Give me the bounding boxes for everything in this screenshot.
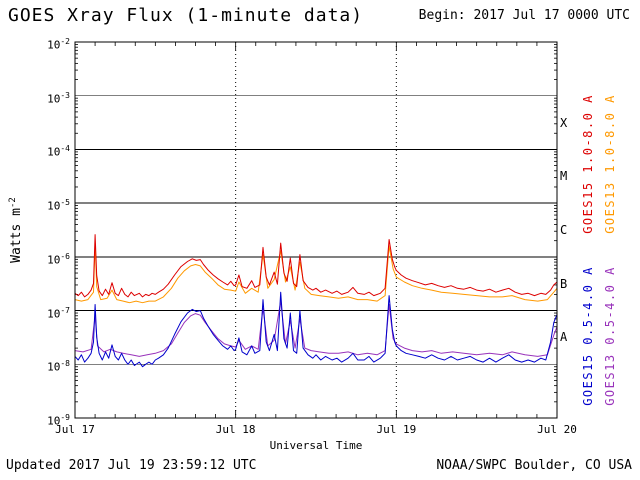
y-tick-label: 10-2 (47, 37, 70, 52)
series-goes15-long (74, 234, 558, 298)
x-tick-label: Jul 19 (376, 423, 417, 436)
y-tick-label: 10-9 (47, 413, 70, 428)
y-axis-label-base: Watts m (9, 208, 25, 263)
series-label-goes15-short: GOES15 0.5-4.0 A (581, 266, 595, 406)
flare-class-label: A (560, 330, 568, 345)
credit-text: NOAA/SWPC Boulder, CO USA (436, 458, 632, 473)
begin-timestamp: Begin: 2017 Jul 17 0000 UTC (418, 8, 630, 23)
y-tick-label: 10-3 (47, 90, 70, 106)
series-goes15-short (74, 291, 558, 368)
series-label-goes13-long: GOES13 1.0-8.0 A (603, 94, 617, 234)
x-tick-label: Jul 20 (537, 423, 577, 436)
flare-class-label: C (560, 223, 568, 237)
y-axis-label-exponent: -2 (7, 197, 18, 209)
flare-class-label: B (560, 276, 568, 291)
flare-class-label: M (560, 169, 568, 184)
x-tick-label: Jul 17 (55, 423, 95, 436)
series-goes13-long (74, 242, 558, 304)
flare-class-label: X (560, 115, 568, 130)
chart-title: GOES Xray Flux (1-minute data) (8, 5, 364, 26)
x-axis-label: Universal Time (269, 439, 363, 452)
y-axis-label: Watts m-2 (8, 197, 24, 263)
series-goes13-short (74, 300, 558, 357)
y-tick-label: 10-6 (47, 251, 70, 267)
y-tick-label: 10-7 (47, 305, 70, 321)
y-tick-label: 10-4 (47, 144, 70, 160)
y-tick-label: 10-5 (47, 198, 70, 213)
updated-timestamp: Updated 2017 Jul 19 23:59:12 UTC (6, 458, 257, 473)
y-tick-label: 10-8 (47, 359, 70, 374)
plot-frame (74, 41, 558, 419)
x-tick-label: Jul 18 (215, 423, 256, 436)
series-label-goes13-short: GOES13 0.5-4.0 A (603, 266, 617, 406)
series-label-goes15-long: GOES15 1.0-8.0 A (581, 94, 595, 234)
